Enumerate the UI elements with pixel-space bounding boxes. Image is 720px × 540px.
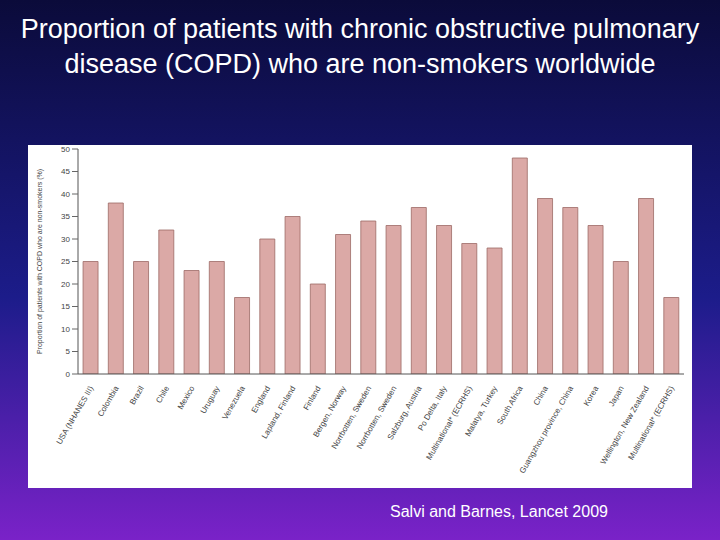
svg-text:Multinational* (ECRHS): Multinational* (ECRHS) [425,384,475,461]
svg-text:Multinational* (ECRHS): Multinational* (ECRHS) [627,384,677,461]
svg-text:Wellington, New Zealand: Wellington, New Zealand [599,385,651,466]
svg-text:5: 5 [66,347,71,356]
svg-text:50: 50 [61,145,70,154]
svg-text:China: China [532,384,551,407]
svg-text:Bergen, Norway: Bergen, Norway [311,384,348,439]
svg-text:South Africa: South Africa [495,384,525,426]
svg-text:10: 10 [61,325,70,334]
svg-text:Uruguay: Uruguay [199,385,222,416]
svg-text:20: 20 [61,280,70,289]
svg-text:Finland: Finland [302,385,323,412]
svg-text:Korea: Korea [582,384,601,407]
svg-text:Chile: Chile [154,384,171,405]
svg-text:35: 35 [61,212,70,221]
svg-text:Brazil: Brazil [128,384,146,406]
html-text:Proportion of patients with ch: Proportion of patients with chronic obst… [20,14,700,79]
svg-text:USA (NHANES III): USA (NHANES III) [55,384,96,446]
svg-text:Malatya, Turkey: Malatya, Turkey [463,385,499,438]
svg-text:45: 45 [61,167,70,176]
svg-text:15: 15 [61,302,70,311]
svg-text:Norrbotten, Sweden: Norrbotten, Sweden [329,384,374,451]
svg-text:Salzburg, Austria: Salzburg, Austria [386,384,424,441]
html-text:Salvi and Barnes, Lancet 2009: Salvi and Barnes, Lancet 2009 [390,503,608,520]
svg-text:Colombia: Colombia [96,384,121,418]
svg-text:40: 40 [61,190,70,199]
svg-text:Guangzhou province, China: Guangzhou province, China [518,384,576,475]
svg-text:Po Delta, Italy: Po Delta, Italy [416,384,449,433]
svg-text:25: 25 [61,257,70,266]
svg-text:Norrbotten, Sweden: Norrbotten, Sweden [355,384,399,451]
svg-text:30: 30 [61,235,70,244]
svg-text:England: England [250,385,272,415]
svg-text:Lapland, Finland: Lapland, Finland [260,385,297,441]
svg-text:0: 0 [66,370,71,379]
svg-text:Proportion of patients with CO: Proportion of patients with COPD who are… [36,169,44,354]
svg-text:Mexico: Mexico [176,384,197,411]
svg-text:Venezuela: Venezuela [220,384,247,421]
svg-text:Japan: Japan [607,385,626,408]
